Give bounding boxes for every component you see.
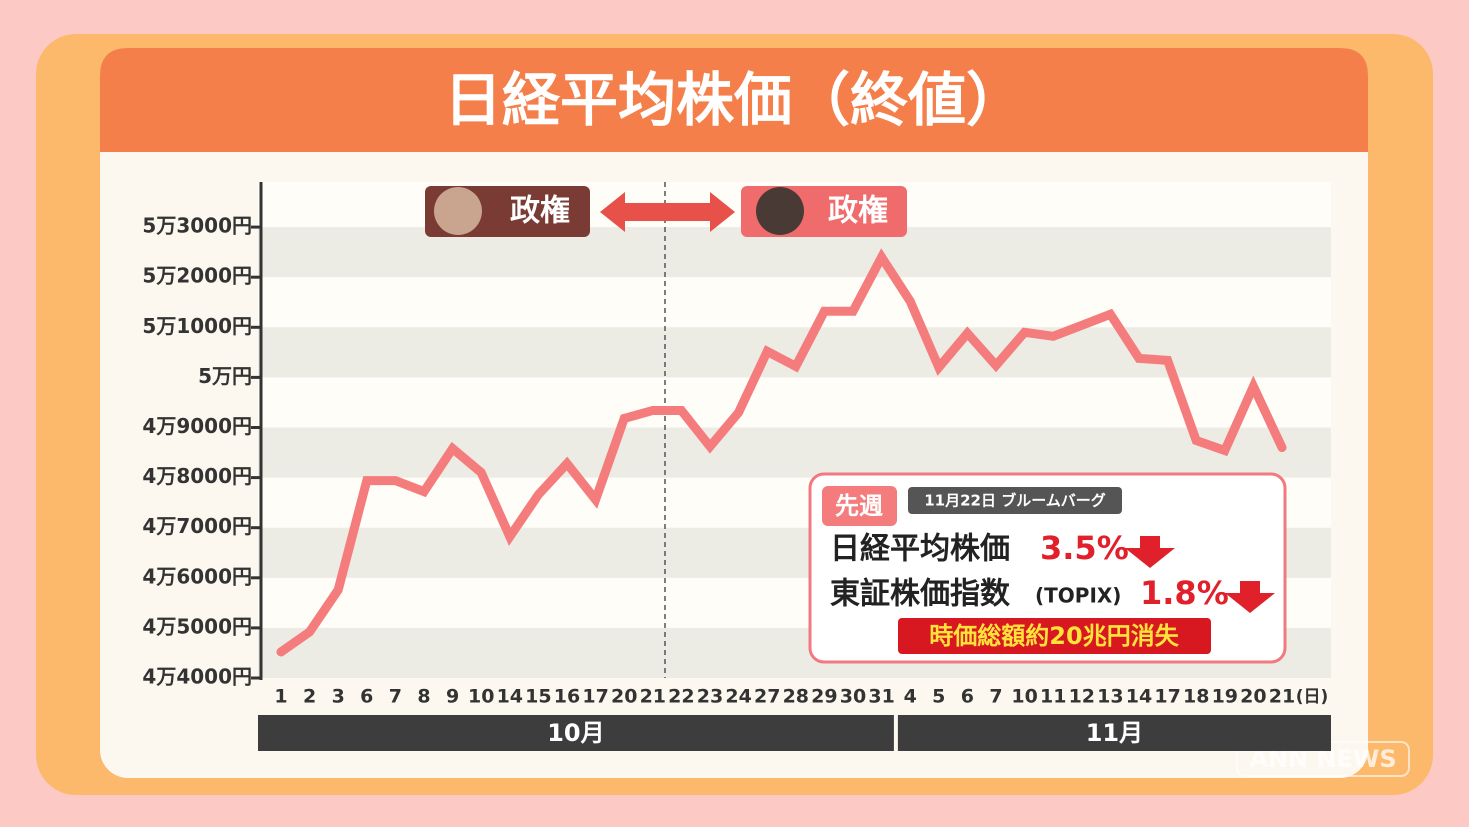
- x-tick-label: 17: [582, 686, 608, 708]
- x-tick-label: 20: [611, 686, 637, 708]
- x-tick-label: 6: [360, 686, 373, 708]
- info-box: [808, 472, 1287, 664]
- x-tick-label: 4: [904, 686, 917, 708]
- info-note: (TOPIX): [1035, 584, 1121, 608]
- x-tick-label: 31: [868, 686, 894, 708]
- x-tick-label: 14: [1126, 686, 1152, 708]
- banner: [898, 618, 1211, 654]
- y-tick-label: 4万7000円: [142, 514, 252, 538]
- x-tick-label: 27: [754, 686, 780, 708]
- month-band: [258, 715, 894, 751]
- chart-title: 日経平均株価（終値）: [444, 66, 1024, 134]
- y-tick-label: 5万3000円: [142, 214, 252, 238]
- x-tick-label: 21: [1269, 686, 1295, 708]
- x-tick-label: 18: [1183, 686, 1209, 708]
- month-label: 11月: [1086, 719, 1143, 747]
- x-tick-label: 14: [497, 686, 523, 708]
- x-tick-label: 16: [554, 686, 580, 708]
- month-label: 10月: [547, 719, 604, 747]
- x-unit: (日): [1296, 687, 1329, 707]
- x-tick-label: 10: [1011, 686, 1037, 708]
- y-tick-label: 4万4000円: [142, 665, 252, 689]
- x-tick-label: 7: [989, 686, 1002, 708]
- down-arrow: [1225, 581, 1275, 613]
- info-name: 東証株価指数: [830, 577, 1011, 612]
- y-tick-label: 4万9000円: [142, 414, 252, 438]
- y-tick-label: 5万2000円: [142, 264, 252, 288]
- x-tick-label: 21: [640, 686, 666, 708]
- x-tick-label: 15: [525, 686, 551, 708]
- info-name: 日経平均株価: [830, 532, 1010, 567]
- x-tick-label: 30: [840, 686, 866, 708]
- y-tick-label: 4万5000円: [142, 614, 252, 638]
- y-tick-label: 5万円: [198, 364, 252, 388]
- y-tick-label: 4万6000円: [142, 564, 252, 588]
- portrait: [434, 187, 482, 235]
- x-tick-label: 6: [961, 686, 974, 708]
- x-tick-label: 17: [1154, 686, 1180, 708]
- x-tick-label: 1: [274, 686, 287, 708]
- x-tick-label: 23: [697, 686, 723, 708]
- source: 11月22日 ブルームバーグ: [924, 492, 1106, 510]
- down-arrow: [1125, 536, 1175, 568]
- regime-label: 政権: [510, 194, 570, 229]
- x-tick-label: 12: [1069, 686, 1095, 708]
- x-tick-label: 8: [417, 686, 430, 708]
- x-tick-label: 20: [1240, 686, 1266, 708]
- portrait: [756, 187, 804, 235]
- info-change: 1.8%: [1140, 574, 1229, 612]
- y-tick-label: 4万8000円: [142, 464, 252, 488]
- x-tick-label: 9: [446, 686, 459, 708]
- x-tick-label: 2: [303, 686, 316, 708]
- x-tick-label: 22: [668, 686, 694, 708]
- x-tick-label: 28: [783, 686, 809, 708]
- info-tag: [822, 486, 897, 526]
- x-tick-label: 7: [389, 686, 402, 708]
- banner-text: 時価総額約20兆円消失: [929, 622, 1179, 650]
- y-tick-label: 5万1000円: [142, 314, 252, 338]
- price-line: [276, 248, 1287, 657]
- stripe: [258, 427, 1331, 478]
- x-tick-label: 19: [1212, 686, 1238, 708]
- x-tick-label: 29: [811, 686, 837, 708]
- regime-label: 政権: [828, 194, 888, 229]
- month-band: [897, 715, 1331, 751]
- info-change: 3.5%: [1040, 529, 1129, 567]
- title-bar: [100, 48, 1368, 152]
- x-tick-label: 10: [468, 686, 494, 708]
- x-tick-label: 24: [725, 686, 751, 708]
- double-arrow: [600, 192, 735, 232]
- x-tick-label: 13: [1097, 686, 1123, 708]
- x-tick-label: 5: [932, 686, 945, 708]
- x-tick-label: 11: [1040, 686, 1066, 708]
- x-tick-label: 3: [332, 686, 345, 708]
- source-badge: [908, 487, 1122, 514]
- info-tag-text: 先週: [835, 492, 883, 520]
